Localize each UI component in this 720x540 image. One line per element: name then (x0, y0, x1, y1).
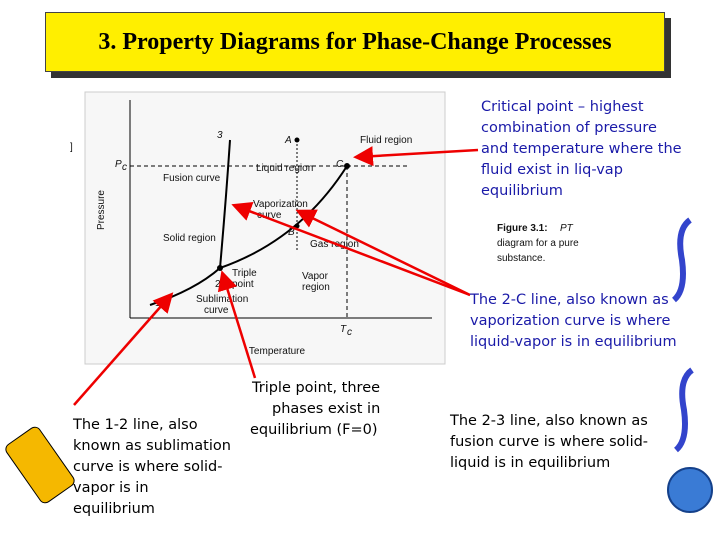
text-line: equilibrium (481, 183, 563, 199)
curve-label: Fusion curve (163, 173, 221, 184)
x-axis-label: Temperature (249, 346, 306, 357)
text-line: The 2-3 line, also known as (450, 413, 648, 429)
decoration (671, 217, 692, 303)
text-line: liquid-vapor is in equilibrium (470, 334, 677, 350)
pc-label: c (122, 162, 127, 173)
line-23-note: The 2-3 line, also known as fusion curve … (450, 411, 648, 474)
decoration (667, 467, 713, 513)
arrow (295, 209, 471, 297)
text-line: phases exist in (272, 401, 381, 417)
y-axis-label: Pressure (96, 190, 107, 230)
text-line: vapor is in (73, 480, 149, 496)
arrow (231, 201, 471, 297)
triple-point-note: Triple point, three phases exist in equili… (250, 378, 380, 441)
caption: substance. (497, 253, 545, 264)
critical-point (344, 163, 350, 169)
stray-mark: ] (70, 142, 73, 153)
point-label: 3 (217, 130, 223, 141)
text-line: and temperature where the (481, 141, 682, 157)
text-line: fluid exist in liq-vap (481, 162, 623, 178)
point-label: B (288, 227, 295, 238)
point-label: C (336, 159, 344, 170)
region-label: Vapor (302, 271, 329, 282)
text-line: fusion curve is where solid- (450, 434, 649, 450)
arrow (353, 146, 479, 167)
region-label: Liquid region (256, 163, 313, 174)
title: 3. Property Diagrams for Phase-Change Pr… (45, 12, 665, 72)
text-line: The 1-2 line, also (73, 417, 198, 433)
triple-point (217, 265, 223, 271)
text-line: Critical point – highest (481, 99, 644, 115)
line-12-note: The 1-2 line, also known as sublimation cu… (73, 415, 231, 520)
curve-label: Sublimation (196, 294, 248, 305)
point-label: A (284, 135, 292, 146)
fusion-curve (219, 139, 231, 269)
arrow (73, 292, 174, 406)
region-label: Fluid region (360, 135, 412, 146)
pc-label: P (115, 159, 122, 170)
point-label: point (232, 279, 254, 290)
text-line: curve is where solid- (73, 459, 223, 475)
text-line: combination of pressure (481, 120, 657, 136)
curve-label: curve (204, 305, 229, 316)
point-label: Triple (232, 268, 257, 279)
decoration (673, 367, 694, 453)
text-line: Triple point, three (252, 380, 381, 396)
region-label: region (302, 282, 330, 293)
caption: Figure 3.1: (497, 223, 548, 234)
arrow (217, 270, 257, 379)
region-label: Solid region (163, 233, 216, 244)
text-line: known as sublimation (73, 438, 231, 454)
text-line: The 2-C line, also known as (470, 292, 669, 308)
caption: PT (560, 223, 574, 234)
text-line: vaporization curve is where (470, 313, 671, 329)
line-2c-note: The 2-C line, also known as vaporization … (470, 290, 677, 353)
curve-label: Vaporization (253, 199, 308, 210)
figure-panel (84, 91, 446, 365)
tc-label: T (340, 324, 347, 335)
tc-label: c (347, 327, 352, 338)
caption: diagram for a pure (497, 238, 579, 249)
decoration (5, 426, 75, 504)
text-line: liquid is in equilibrium (450, 455, 611, 471)
text-line: equilibrium (F=0) (250, 422, 378, 438)
curve-label: curve (257, 210, 282, 221)
text-line: equilibrium (73, 501, 155, 517)
state-a (294, 137, 300, 143)
critical-point-note: Critical point – highest combination of p… (481, 97, 682, 202)
point-label: 2 (215, 279, 221, 290)
